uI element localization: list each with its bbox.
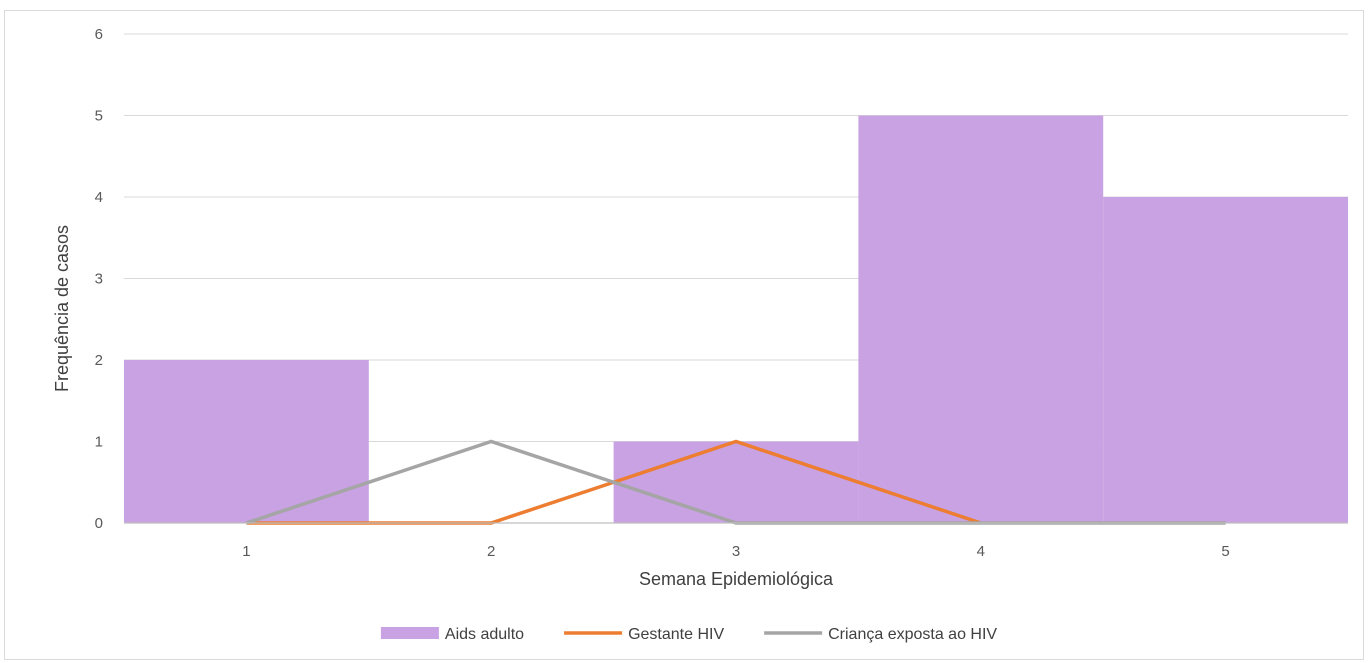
bar-aids-adulto (1103, 197, 1348, 523)
legend: Aids adulto Gestante HIV Criança exposta a… (380, 626, 997, 643)
legend-label: Gestante HIV (628, 626, 724, 643)
y-tick-label: 6 (95, 26, 103, 43)
legend-label: Aids adulto (445, 626, 524, 643)
y-axis-title: Frequência de casos (52, 225, 72, 392)
x-axis-title: Semana Epidemiológica (639, 569, 834, 589)
x-tick-label: 3 (732, 543, 740, 560)
x-tick-label: 2 (487, 543, 495, 560)
y-tick-label: 1 (95, 434, 103, 451)
y-tick-label: 5 (95, 108, 103, 125)
legend-label: Criança exposta ao HIV (828, 626, 997, 643)
bar-series (124, 115, 1348, 523)
y-tick-label: 2 (95, 352, 103, 369)
bar-aids-adulto (858, 115, 1104, 523)
bar-aids-adulto (613, 441, 859, 523)
x-tick-label: 1 (242, 543, 250, 560)
y-tick-label: 4 (95, 189, 103, 206)
y-tick-label: 0 (95, 515, 103, 532)
axes: 0 1 2 3 4 5 6 1 2 3 4 5 (95, 26, 1348, 560)
y-tick-label: 3 (95, 271, 103, 288)
legend-swatch (380, 627, 439, 639)
x-tick-label: 5 (1221, 543, 1229, 560)
bar-aids-adulto (124, 360, 369, 523)
x-tick-label: 4 (977, 543, 985, 560)
